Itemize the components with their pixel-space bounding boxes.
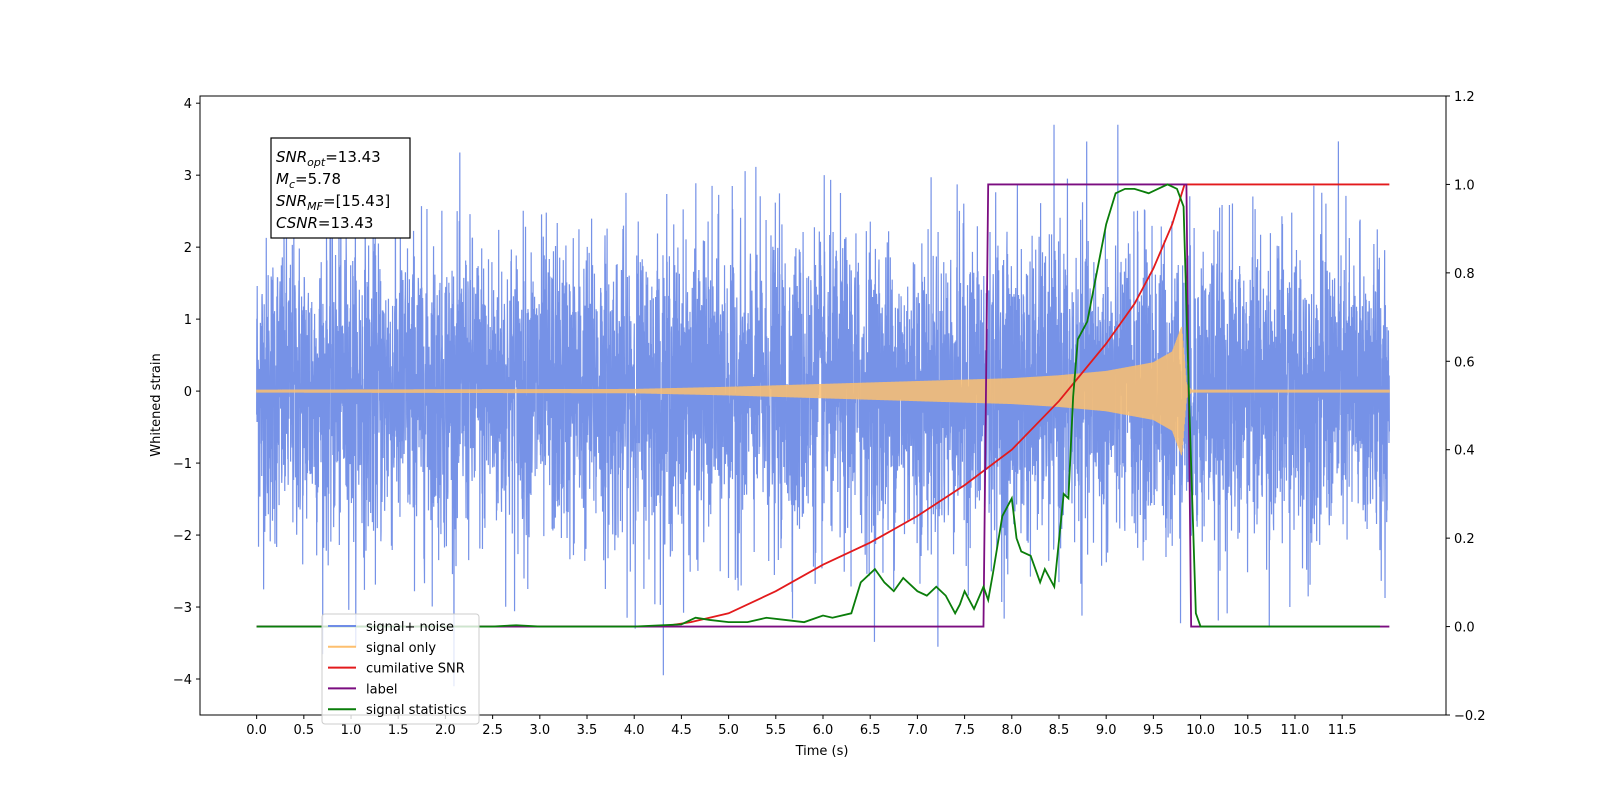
- x-tick-label: 4.5: [671, 723, 692, 738]
- x-tick-label: 10.0: [1186, 723, 1215, 738]
- y-tick-label: 0: [184, 385, 192, 400]
- stats-box: SNRopt=13.43Mc=5.78SNRMF=[15.43]CSNR=13.…: [270, 137, 411, 239]
- y2-tick-label: 0.8: [1454, 267, 1475, 282]
- y-tick-label: 4: [184, 97, 192, 112]
- series-line: [256, 124, 1390, 687]
- y2-axis-ticks: −0.2 0.0 0.2 0.4 0.6 0.8 1.0 1.2: [1446, 90, 1486, 724]
- y-tick-label: −2: [173, 529, 192, 544]
- x-tick-label: 6.0: [813, 723, 834, 738]
- x-tick-label: 3.0: [529, 723, 550, 738]
- legend-label: signal only: [366, 641, 436, 656]
- y2-tick-label: 0.0: [1454, 621, 1475, 636]
- y2-tick-label: 1.0: [1454, 178, 1475, 193]
- x-tick-label: 2.5: [482, 723, 503, 738]
- y-tick-label: −1: [173, 457, 192, 472]
- x-tick-label: 9.0: [1096, 723, 1117, 738]
- legend: signal+ noise signal only cumilative SNR la…: [321, 613, 480, 725]
- series-signal-noise: [256, 124, 1390, 687]
- series-line: [256, 326, 1390, 456]
- y-tick-label: 2: [184, 241, 192, 256]
- x-tick-label: 5.0: [718, 723, 739, 738]
- x-axis-ticks: 0.0 0.5 1.0 1.5 2.0 2.5 3.0 3.5 4.0 4.5 5.0 5.5 6.0 6…: [246, 715, 1357, 738]
- x-tick-label: 7.0: [907, 723, 928, 738]
- y-axis-label: Whitened strain: [149, 353, 164, 456]
- y2-tick-label: 1.2: [1454, 90, 1475, 105]
- x-tick-label: 9.5: [1143, 723, 1164, 738]
- stats-line: CSNR=13.43: [276, 214, 373, 232]
- x-tick-label: 1.5: [388, 723, 409, 738]
- legend-label: cumilative SNR: [366, 662, 465, 677]
- x-tick-label: 0.5: [293, 723, 314, 738]
- series-cumilative-snr: [256, 183, 1390, 628]
- x-tick-label: 4.0: [624, 723, 645, 738]
- series-signal-statistics: [256, 183, 1380, 628]
- x-tick-label: 11.0: [1280, 723, 1309, 738]
- y2-tick-label: 0.6: [1454, 355, 1475, 370]
- legend-frame: [321, 613, 480, 725]
- series-line: [256, 183, 1390, 628]
- y-tick-label: 1: [184, 313, 192, 328]
- legend-item: cumilative SNR: [328, 662, 465, 677]
- x-tick-label: 2.0: [435, 723, 456, 738]
- y-tick-label: −4: [173, 673, 192, 688]
- x-tick-label: 6.5: [860, 723, 881, 738]
- series-signal-only: [256, 326, 1390, 456]
- x-tick-label: 1.0: [341, 723, 362, 738]
- y-axis-ticks: −4 −3 −2 −1 0 1 2 3 4: [173, 97, 200, 688]
- x-tick-label: 8.5: [1049, 723, 1070, 738]
- x-axis-label: Time (s): [795, 744, 849, 759]
- y2-tick-label: 0.4: [1454, 444, 1475, 459]
- x-tick-label: 11.5: [1328, 723, 1357, 738]
- legend-item: signal only: [328, 641, 436, 656]
- y-tick-label: −3: [173, 601, 192, 616]
- stats-box-frame: [270, 137, 411, 239]
- legend-item: label: [328, 682, 397, 697]
- y2-tick-label: −0.2: [1454, 709, 1486, 724]
- plot-layer: [256, 124, 1390, 687]
- legend-label: signal+ noise: [366, 620, 454, 635]
- x-tick-label: 10.5: [1233, 723, 1262, 738]
- x-tick-label: 8.0: [1001, 723, 1022, 738]
- legend-label: label: [366, 682, 397, 697]
- legend-label: signal statistics: [366, 703, 467, 718]
- x-tick-label: 3.5: [577, 723, 598, 738]
- y-tick-label: 3: [184, 169, 192, 184]
- stats-line: Mc=5.78: [276, 170, 341, 191]
- stats-line: SNRopt=13.43: [276, 148, 381, 169]
- y2-tick-label: 0.2: [1454, 532, 1475, 547]
- stats-line: SNRMF=[15.43]: [276, 192, 390, 213]
- legend-item: signal statistics: [328, 703, 467, 718]
- x-tick-label: 7.5: [954, 723, 975, 738]
- series-line: [256, 183, 1380, 628]
- legend-item: signal+ noise: [328, 620, 454, 635]
- x-tick-label: 0.0: [246, 723, 267, 738]
- x-tick-label: 5.5: [765, 723, 786, 738]
